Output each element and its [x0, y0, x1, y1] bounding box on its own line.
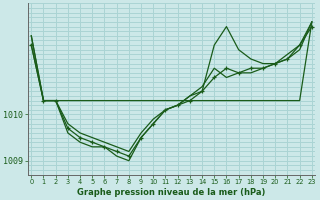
X-axis label: Graphe pression niveau de la mer (hPa): Graphe pression niveau de la mer (hPa) — [77, 188, 266, 197]
